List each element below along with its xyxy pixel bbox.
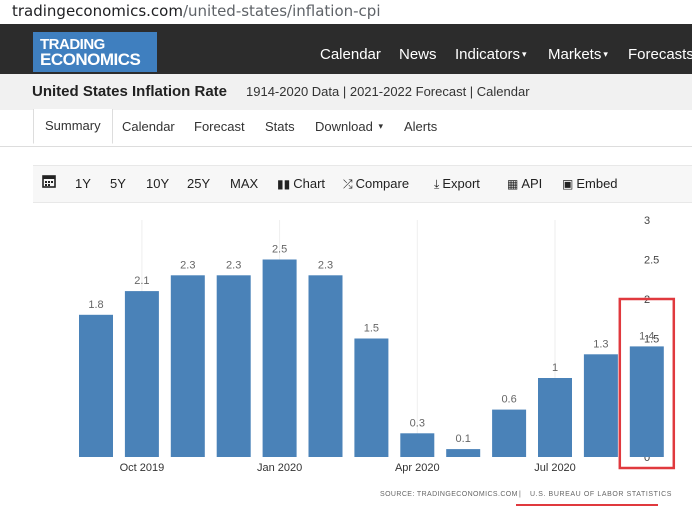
calendar-icon[interactable] <box>42 174 56 191</box>
y-tick-label: 3 <box>644 215 650 227</box>
range-25y[interactable]: 25Y <box>187 176 211 191</box>
caret-down-icon: ▾ <box>522 49 527 59</box>
bar-value-label: 1.3 <box>593 338 608 350</box>
embed-button[interactable]: ▣ Embed <box>562 176 618 191</box>
bar-value-label: 0.6 <box>501 394 516 406</box>
logo[interactable]: TRADING ECONOMICS <box>33 32 157 72</box>
shuffle-icon: ⤮ <box>343 177 353 191</box>
bar-value-label: 1.4 <box>639 330 654 342</box>
source-agency[interactable]: U.S. BUREAU OF LABOR STATISTICS <box>530 491 672 498</box>
x-tick-label: Jan 2020 <box>257 462 302 474</box>
bar-value-label: 2.3 <box>318 259 333 271</box>
address-bar[interactable]: tradingeconomics.com/united-states/infla… <box>0 0 692 24</box>
range-1y[interactable]: 1Y <box>75 176 91 191</box>
embed-label: Embed <box>576 176 618 191</box>
download-icon: ⤓ <box>434 177 440 191</box>
caret-down-icon: ▾ <box>603 49 608 59</box>
chart-area: SOURCE: TRADINGECONOMICS.COM | U.S. BURE… <box>33 202 692 512</box>
logo-line2: ECONOMICS <box>40 50 141 69</box>
bar-jan-2020[interactable] <box>262 259 297 458</box>
bar-apr-2020[interactable] <box>400 433 435 457</box>
bar-value-label: 0.3 <box>410 417 425 429</box>
chart-button[interactable]: ▮▮ Chart <box>277 176 325 191</box>
source-separator: | <box>519 491 521 498</box>
page-title: United States Inflation Rate <box>32 83 228 100</box>
url-text[interactable]: tradingeconomics.com/united-states/infla… <box>12 2 381 20</box>
x-tick-label: Jul 2020 <box>534 462 576 474</box>
compare-button[interactable]: ⤮ Compare <box>343 176 409 192</box>
top-navbar: TRADING ECONOMICS Calendar News Indicato… <box>0 24 692 74</box>
bar-value-label: 2.1 <box>134 275 149 287</box>
page-header: United States Inflation Rate 1914-2020 D… <box>0 74 692 111</box>
tab-summary[interactable]: Summary <box>33 109 113 144</box>
x-tick-label: Apr 2020 <box>395 462 440 474</box>
tab-download[interactable]: Download ▾ <box>315 119 383 134</box>
range-10y[interactable]: 10Y <box>146 176 170 191</box>
caret-down-icon: ▾ <box>378 121 383 131</box>
bar-jul-2020[interactable] <box>538 378 572 457</box>
api-button[interactable]: ▦ API <box>507 176 542 191</box>
tab-alerts[interactable]: Alerts <box>404 119 438 134</box>
nav-indicators-label: Indicators <box>455 46 521 63</box>
y-tick-label: 2.5 <box>644 255 659 267</box>
bar-jun-2020[interactable] <box>492 409 527 457</box>
bar-value-label: 1 <box>552 362 558 374</box>
bar-chart-icon: ▮▮ <box>277 177 291 191</box>
compare-label: Compare <box>355 176 410 191</box>
export-label: Export <box>442 176 480 191</box>
bar-feb-2020[interactable] <box>308 275 343 457</box>
nav-calendar[interactable]: Calendar <box>320 46 381 63</box>
bar-dec-2019[interactable] <box>216 275 251 457</box>
bar-mar-2020[interactable] <box>354 338 389 458</box>
bar-oct-2019[interactable] <box>124 291 159 457</box>
x-tick-label: Oct 2019 <box>120 462 165 474</box>
nav-markets[interactable]: Markets ▾ <box>548 46 608 63</box>
bar-may-2020[interactable] <box>446 449 481 457</box>
source-label: SOURCE: TRADINGECONOMICS.COM <box>380 491 518 498</box>
chart-toolbar: 1Y 5Y 10Y 25Y MAX ▮▮ Chart ⤮ Compare ⤓ Expo… <box>33 165 692 203</box>
image-icon: ▣ <box>562 177 574 191</box>
url-host: tradingeconomics.com <box>12 2 183 20</box>
range-max[interactable]: MAX <box>230 176 259 191</box>
page-subtitle[interactable]: 1914-2020 Data | 2021-2022 Forecast | Ca… <box>246 84 530 99</box>
url-path: /united-states/inflation-cpi <box>182 2 381 20</box>
y-tick-label: 0 <box>644 452 650 464</box>
bar-value-label: 2.3 <box>180 259 195 271</box>
bar-value-label: 2.3 <box>226 259 241 271</box>
nav-indicators[interactable]: Indicators ▾ <box>455 46 527 63</box>
export-button[interactable]: ⤓ Export <box>434 176 480 192</box>
nav-news[interactable]: News <box>399 46 437 63</box>
bar-nov-2019[interactable] <box>170 275 205 457</box>
chart-label: Chart <box>293 176 326 191</box>
bar-sep-2019[interactable] <box>79 314 113 457</box>
bar-value-label: 0.1 <box>456 433 471 445</box>
inflation-bar-chart: SOURCE: TRADINGECONOMICS.COM | U.S. BURE… <box>79 215 676 506</box>
nav-markets-label: Markets <box>548 46 602 63</box>
bar-value-label: 1.5 <box>364 323 379 335</box>
bar-value-label: 1.8 <box>88 299 103 311</box>
tab-bar: Summary Calendar Forecast Stats Download… <box>0 109 692 147</box>
nav-forecasts[interactable]: Forecasts <box>628 46 692 63</box>
logo-line1: TRADING <box>40 36 105 53</box>
y-tick-label: 1.5 <box>644 334 659 346</box>
grid-icon: ▦ <box>507 177 519 191</box>
tab-stats[interactable]: Stats <box>265 119 295 134</box>
bar-sep-2020[interactable] <box>629 346 664 457</box>
tab-calendar[interactable]: Calendar <box>122 119 175 134</box>
tab-download-label: Download <box>315 119 373 134</box>
range-5y[interactable]: 5Y <box>110 176 126 191</box>
bar-value-label: 2.5 <box>272 244 287 256</box>
api-label: API <box>521 176 543 191</box>
bar-aug-2020[interactable] <box>583 354 618 457</box>
tab-forecast[interactable]: Forecast <box>194 119 245 134</box>
highlight-box <box>618 297 676 470</box>
